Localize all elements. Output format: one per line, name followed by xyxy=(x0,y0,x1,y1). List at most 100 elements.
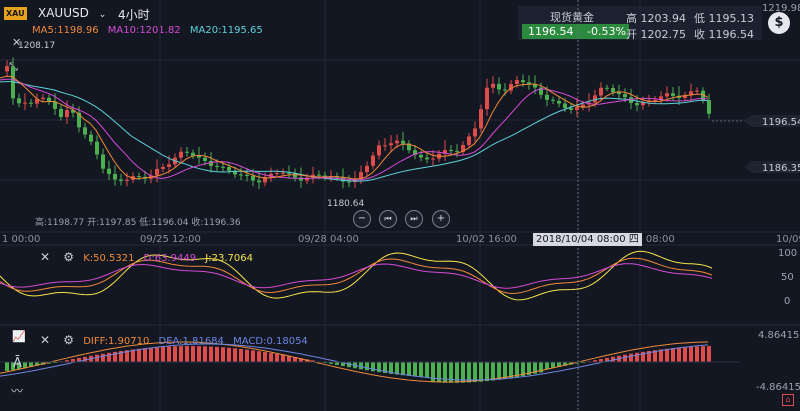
macd-bar xyxy=(65,360,69,362)
candle-body xyxy=(533,84,537,88)
macd-bar xyxy=(707,346,711,362)
candle-body xyxy=(185,151,189,153)
macd-bar xyxy=(137,348,141,362)
candle-body xyxy=(659,96,663,100)
macd-bar xyxy=(455,362,459,383)
candle-body xyxy=(209,160,213,166)
scroll-end-button[interactable]: ⏭ xyxy=(405,210,423,228)
candle-body xyxy=(383,145,387,147)
candle-body xyxy=(419,154,423,158)
macd-bar xyxy=(521,362,525,377)
macd-bar xyxy=(497,362,501,380)
dollar-icon[interactable]: $ xyxy=(768,12,790,34)
candle-body xyxy=(137,176,141,178)
kdj-k-line xyxy=(0,257,713,295)
candle-body xyxy=(545,94,549,100)
crosshair-price-tag xyxy=(744,161,800,173)
crosshair-price-text: 1186.35 xyxy=(762,163,800,174)
candle-body xyxy=(41,97,45,100)
indicator-chart-icon[interactable]: 📈 xyxy=(12,330,26,343)
candle-body xyxy=(263,177,267,183)
gear-icon[interactable]: ⚙ xyxy=(63,333,75,347)
candle-body xyxy=(509,83,513,91)
candle-body xyxy=(527,82,531,85)
macd-bar xyxy=(677,347,681,362)
macd-bar xyxy=(671,348,675,362)
candle-body xyxy=(101,154,105,169)
time-tick: 09/28 04:00 xyxy=(298,234,359,245)
macd-bar xyxy=(401,362,405,376)
candle-body xyxy=(203,157,207,161)
candle-body xyxy=(455,150,459,152)
macd-bar xyxy=(227,347,231,362)
draw-tool-icon[interactable]: Ā xyxy=(13,356,22,371)
collapse-icon[interactable]: ✕ xyxy=(12,36,22,49)
macd-bar xyxy=(413,362,417,377)
candle-body xyxy=(497,83,501,90)
macd-bar xyxy=(233,348,237,362)
macd-dea-line xyxy=(0,343,709,381)
candle-body xyxy=(269,173,273,178)
candle-body xyxy=(503,89,507,91)
candle-body xyxy=(665,93,669,97)
macd-bar xyxy=(329,362,333,364)
quote-price: 1196.54 xyxy=(528,25,574,38)
home-icon[interactable]: ⌂ xyxy=(782,394,794,406)
current-price-text: 1196.54 xyxy=(762,117,800,128)
macd-bar xyxy=(659,349,663,362)
candle-body xyxy=(35,99,39,104)
candle-body xyxy=(293,173,297,178)
close-icon[interactable]: ✕ xyxy=(40,333,51,347)
candle-body xyxy=(653,99,657,101)
period-selector[interactable]: 4小时 xyxy=(118,8,150,22)
candle-body xyxy=(95,141,99,155)
candle-body xyxy=(371,155,375,166)
candle-body xyxy=(317,174,321,176)
candle-body xyxy=(701,90,705,101)
macd-bar xyxy=(125,350,129,362)
macd-bar xyxy=(467,362,471,383)
candle-body xyxy=(245,174,249,177)
macd-bar xyxy=(611,356,615,362)
ma5-value: MA5:1198.96 xyxy=(32,25,99,36)
candle-body xyxy=(197,155,201,158)
close-icon[interactable]: ✕ xyxy=(40,250,51,264)
macd-bar xyxy=(533,362,537,374)
candle-body xyxy=(47,97,51,102)
macd-bar xyxy=(203,346,207,362)
candle-body xyxy=(155,168,159,176)
macd-bar xyxy=(563,362,567,366)
candle-body xyxy=(515,80,519,84)
macd-bar xyxy=(491,362,495,381)
symbol-selector[interactable]: XAUUSD ⌄ xyxy=(38,6,106,20)
macd-bar xyxy=(209,346,213,362)
macd-bar xyxy=(647,350,651,362)
candle-body xyxy=(257,180,261,183)
candle-body xyxy=(575,107,579,110)
max-price-label: 1208.17 xyxy=(18,41,55,51)
candle-body xyxy=(479,109,483,129)
gear-icon[interactable]: ⚙ xyxy=(63,250,75,264)
candle-body xyxy=(191,152,195,156)
macd-bar xyxy=(197,346,201,362)
macd-bar xyxy=(635,352,639,362)
kdj-axis-0: 0 xyxy=(784,296,791,307)
candle-body xyxy=(275,173,279,175)
time-tick: 05 08:00 xyxy=(630,234,675,245)
macd-bar xyxy=(509,362,513,379)
zoom-in-button[interactable]: + xyxy=(432,210,450,228)
candle-body xyxy=(401,140,405,144)
scroll-start-button[interactable]: ⏮ xyxy=(379,210,397,228)
kdj-k-value: K:50.5321 xyxy=(83,253,135,264)
macd-bar xyxy=(275,353,279,362)
zoom-out-button[interactable]: − xyxy=(353,210,371,228)
candle-body xyxy=(389,143,393,146)
time-tick: 10/09 xyxy=(776,234,800,245)
waveform-icon[interactable]: 〰 xyxy=(11,384,24,398)
macd-bar xyxy=(665,348,669,362)
macd-bar xyxy=(155,347,159,362)
macd-bar xyxy=(83,356,87,362)
candle-body xyxy=(377,145,381,156)
macd-bar xyxy=(593,360,597,362)
